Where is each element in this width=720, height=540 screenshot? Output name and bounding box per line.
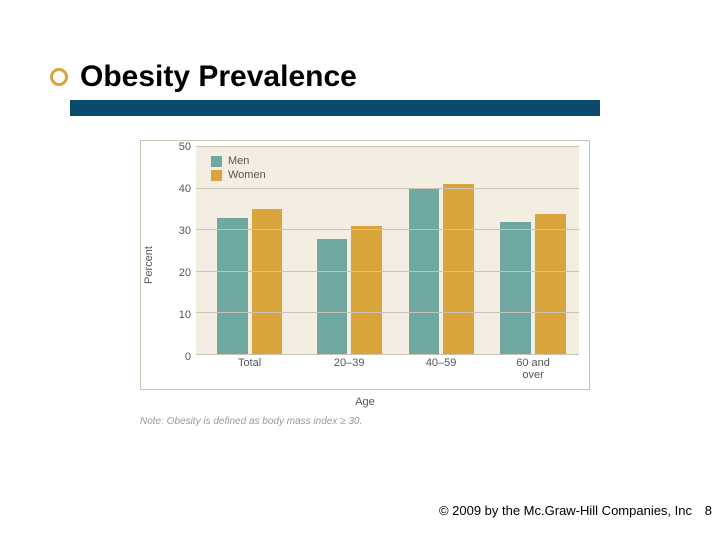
legend-label: Men	[228, 155, 249, 167]
y-tick-label: 50	[171, 141, 191, 153]
x-tick-label: Total	[238, 357, 261, 369]
chart-note: Note: Obesity is defined as body mass in…	[140, 416, 590, 427]
bar	[351, 226, 382, 355]
grid-line	[196, 229, 579, 230]
y-tick-label: 20	[171, 267, 191, 279]
legend-swatch	[211, 156, 222, 167]
y-tick-label: 30	[171, 225, 191, 237]
grid-line	[196, 146, 579, 147]
y-tick-label: 40	[171, 183, 191, 195]
bar	[317, 239, 348, 355]
y-tick-label: 0	[171, 351, 191, 363]
grid-line	[196, 271, 579, 272]
bullet-icon	[50, 68, 68, 86]
bar	[252, 209, 283, 355]
title-underline	[70, 100, 600, 116]
x-tick-label: 20–39	[334, 357, 365, 369]
footer-copyright: © 2009 by the Mc.Graw-Hill Companies, In…	[439, 503, 692, 518]
x-labels: Total 20–39 40–59 60 and over	[196, 357, 579, 385]
legend: Men Women	[211, 155, 266, 183]
legend-label: Women	[228, 169, 266, 181]
y-tick-label: 10	[171, 309, 191, 321]
page-number: 8	[705, 503, 712, 518]
chart-container: Percent Total 20–39 40–59 60 and over Men Wo…	[140, 140, 590, 427]
title-row: Obesity Prevalence	[50, 60, 680, 94]
chart-box: Percent Total 20–39 40–59 60 and over Men Wo…	[140, 140, 590, 390]
bar	[443, 184, 474, 355]
slide: Obesity Prevalence Percent Total 20–39 40–…	[0, 0, 720, 540]
x-tick-label: 60 and over	[516, 357, 550, 381]
y-axis-label: Percent	[143, 246, 155, 284]
slide-title: Obesity Prevalence	[80, 60, 357, 94]
bar	[500, 222, 531, 355]
grid-line	[196, 354, 579, 355]
legend-swatch	[211, 170, 222, 181]
grid-line	[196, 312, 579, 313]
legend-item: Women	[211, 169, 266, 181]
grid-line	[196, 188, 579, 189]
bar	[217, 218, 248, 355]
bar	[535, 214, 566, 355]
x-tick-label: 40–59	[426, 357, 457, 369]
legend-item: Men	[211, 155, 266, 167]
x-axis-label: Age	[140, 396, 590, 408]
